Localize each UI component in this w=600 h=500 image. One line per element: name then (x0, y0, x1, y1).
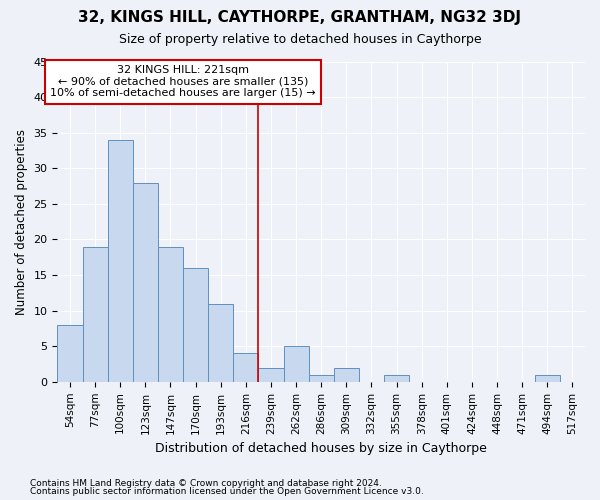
Text: Size of property relative to detached houses in Caythorpe: Size of property relative to detached ho… (119, 32, 481, 46)
Bar (384, 374, 409, 382)
Bar (284, 346, 308, 382)
Bar (183, 268, 208, 382)
Bar (334, 368, 359, 382)
Text: 32 KINGS HILL: 221sqm
← 90% of detached houses are smaller (135)
10% of semi-det: 32 KINGS HILL: 221sqm ← 90% of detached … (50, 65, 316, 98)
Bar (233, 354, 259, 382)
Bar (107, 140, 133, 382)
Text: Contains HM Land Registry data © Crown copyright and database right 2024.: Contains HM Land Registry data © Crown c… (30, 478, 382, 488)
Bar (308, 374, 334, 382)
Bar (535, 374, 560, 382)
Bar (58, 325, 83, 382)
Bar (208, 304, 233, 382)
Bar (259, 368, 284, 382)
Text: 32, KINGS HILL, CAYTHORPE, GRANTHAM, NG32 3DJ: 32, KINGS HILL, CAYTHORPE, GRANTHAM, NG3… (79, 10, 521, 25)
Y-axis label: Number of detached properties: Number of detached properties (15, 128, 28, 314)
X-axis label: Distribution of detached houses by size in Caythorpe: Distribution of detached houses by size … (155, 442, 487, 455)
Bar (83, 246, 107, 382)
Text: Contains public sector information licensed under the Open Government Licence v3: Contains public sector information licen… (30, 487, 424, 496)
Bar (133, 182, 158, 382)
Bar (158, 246, 183, 382)
